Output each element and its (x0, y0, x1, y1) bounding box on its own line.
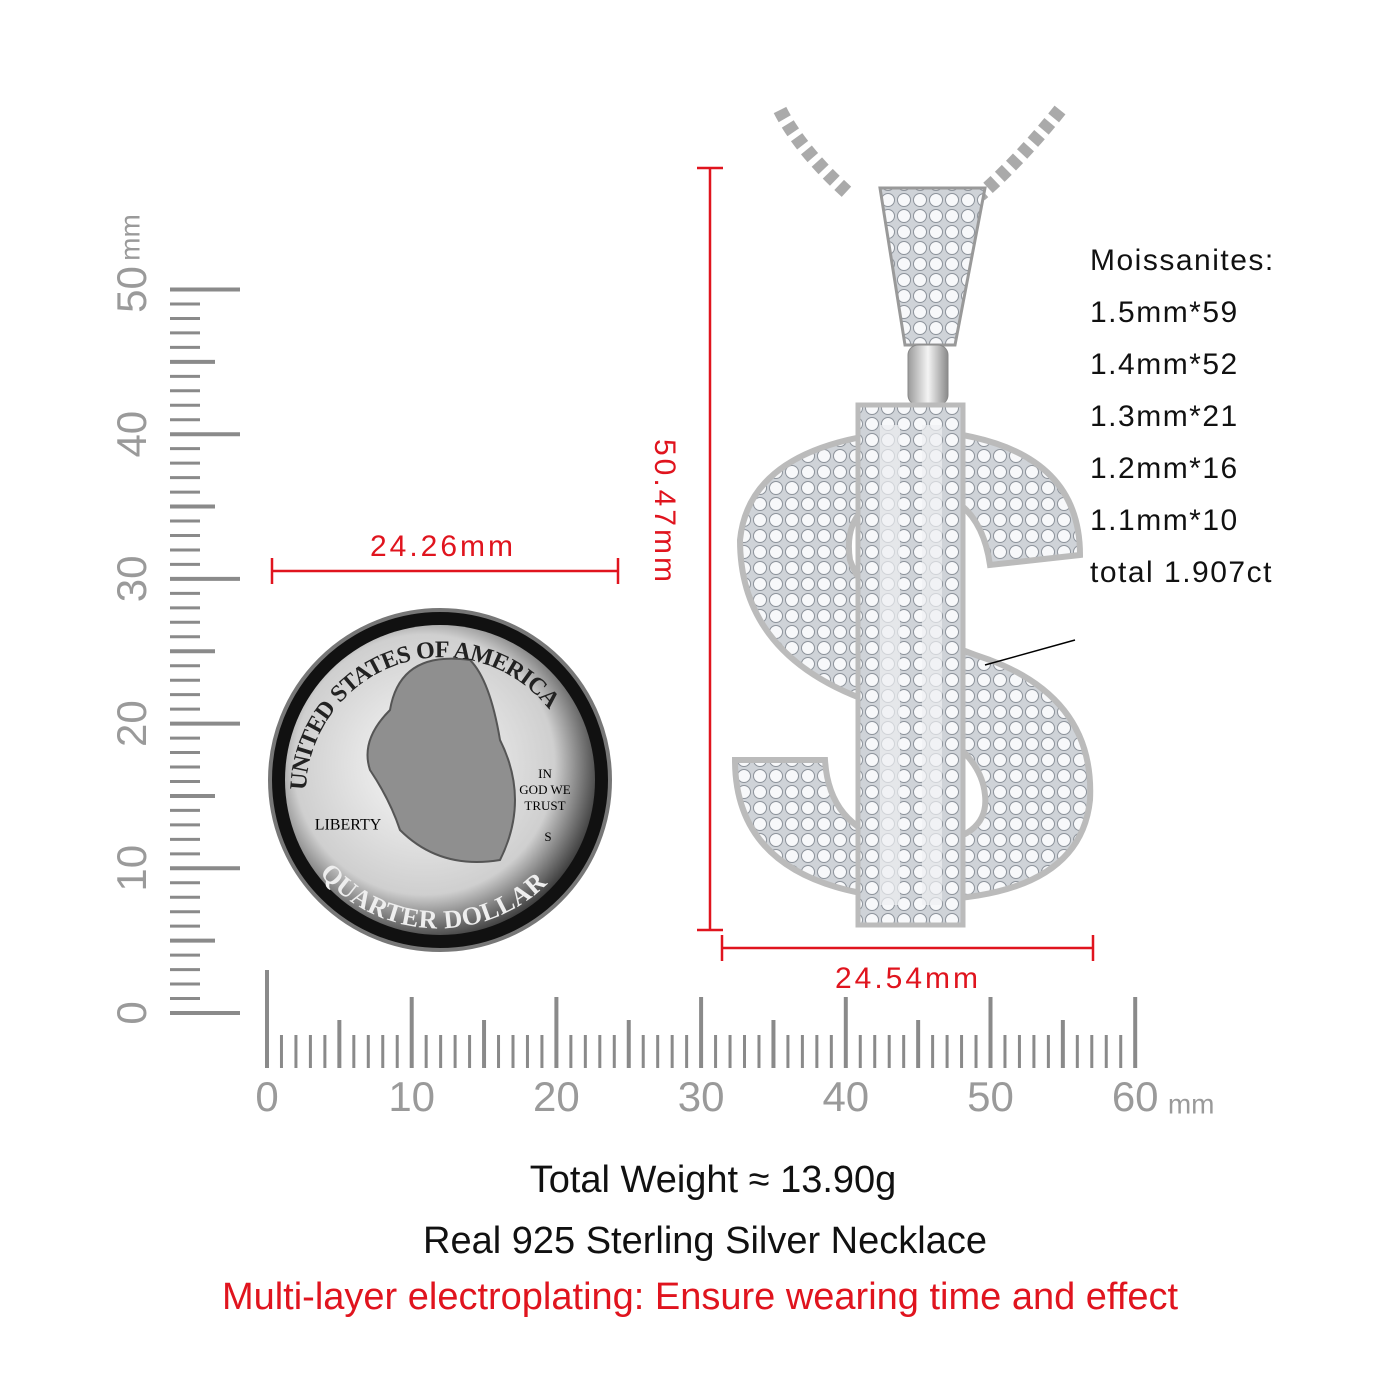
pointer-line (984, 639, 1076, 666)
chain (773, 105, 1066, 201)
stones-title: Moissanites: (1090, 244, 1275, 277)
ruler-x-label: 10 (388, 1073, 435, 1120)
ruler-x-label: 50 (967, 1073, 1014, 1120)
ruler-x-label: 0 (255, 1073, 278, 1120)
stone-item: 1.2mm*16 (1090, 452, 1239, 485)
coin-liberty: LIBERTY (315, 817, 382, 834)
ruler-y-label: 10 (108, 845, 155, 892)
ruler-y-label: 40 (108, 411, 155, 458)
ruler-x-label: 20 (533, 1073, 580, 1120)
coin-motto: GOD WE (519, 782, 570, 797)
ruler-y-label: 50 (108, 266, 155, 313)
plating-note: Multi-layer electroplating: Ensure weari… (222, 1276, 1179, 1318)
ruler-y-unit: mm (114, 214, 145, 261)
coin-motto: IN (538, 766, 552, 781)
stone-item: 1.3mm*21 (1090, 400, 1239, 433)
ruler-x: 0 10 20 30 40 50 60 mm (255, 970, 1215, 1120)
ruler-x-label: 30 (678, 1073, 725, 1120)
stones-total: total 1.907ct (1090, 556, 1273, 589)
dim-coin-width: 24.26mm (370, 530, 516, 563)
ruler-x-label: 40 (822, 1073, 869, 1120)
stone-item: 1.4mm*52 (1090, 348, 1239, 381)
dim-pendant-width: 24.54mm (835, 962, 981, 995)
ruler-x-label: 60 (1112, 1073, 1159, 1120)
ruler-x-unit: mm (1168, 1088, 1215, 1119)
dimension-lines (270, 166, 1095, 961)
coin: UNITED STATES OF AMERICA QUARTER DOLLAR … (268, 608, 612, 952)
coin-motto: TRUST (524, 798, 565, 813)
ruler-y-label: 0 (108, 1001, 155, 1024)
coin-mint: S (544, 829, 551, 844)
ruler-y-label: 30 (108, 556, 155, 603)
material: Real 925 Sterling Silver Necklace (423, 1220, 987, 1262)
pendant (731, 186, 1094, 928)
dim-pendant-height: 50.47mm (648, 439, 681, 585)
total-weight: Total Weight ≈ 13.90g (530, 1159, 897, 1201)
ruler-y-label: 20 (108, 700, 155, 747)
ruler-y: 0 10 20 30 40 50 mm (108, 214, 240, 1025)
stone-item: 1.5mm*59 (1090, 296, 1239, 329)
stone-item: 1.1mm*10 (1090, 504, 1239, 537)
